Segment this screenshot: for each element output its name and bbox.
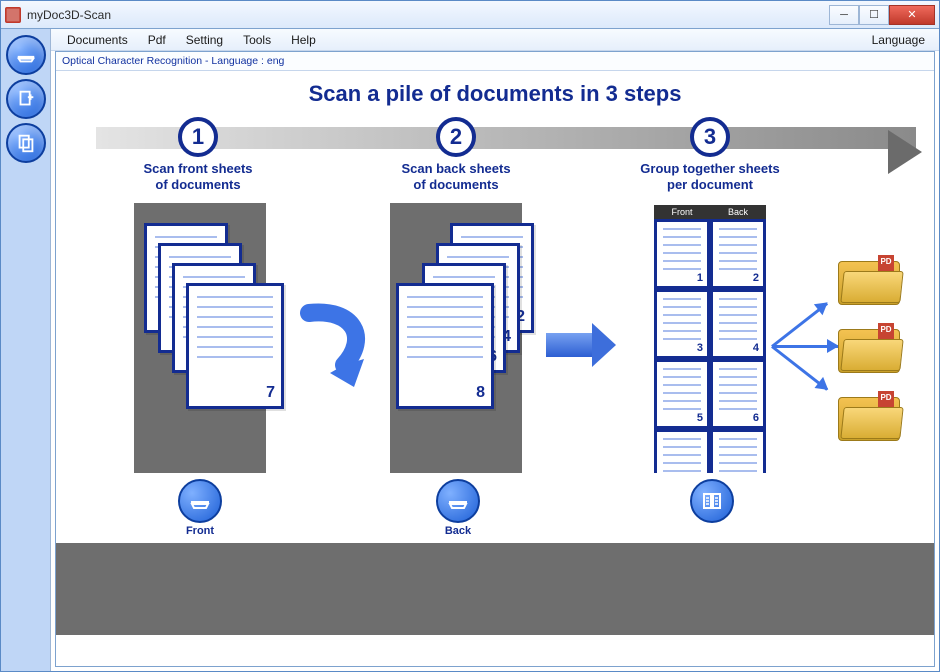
step1-badge: 1 (178, 117, 218, 157)
process-arrow-head (888, 130, 922, 174)
step2-badge: 2 (436, 117, 476, 157)
group-docs-group (690, 479, 734, 523)
menu-help[interactable]: Help (281, 31, 326, 49)
sheet-num: 8 (476, 384, 485, 402)
titlebar: myDoc3D-Scan ─ ☐ ✕ (1, 1, 939, 29)
menu-documents[interactable]: Documents (57, 31, 138, 49)
step2-label-line2: of documents (413, 177, 498, 192)
main-region: Documents Pdf Setting Tools Help Languag… (1, 29, 939, 671)
cell-num: 1 (697, 272, 703, 284)
add-doc-icon[interactable] (6, 79, 46, 119)
minimize-button[interactable]: ─ (829, 5, 859, 25)
app-window: myDoc3D-Scan ─ ☐ ✕ Documents Pdf Setting (0, 0, 940, 672)
output-folders: PD PD PD (838, 255, 900, 459)
scan-back-group: Back (436, 479, 480, 537)
scan-front-group: Front (178, 479, 222, 537)
cell-num: 3 (697, 342, 703, 354)
menu-setting[interactable]: Setting (176, 31, 233, 49)
cell-num: 2 (753, 272, 759, 284)
ocr-status: Optical Character Recognition - Language… (56, 52, 934, 71)
step3-badge: 3 (690, 117, 730, 157)
grouped-header-front: Front (654, 205, 710, 219)
bottom-tray (56, 543, 934, 635)
step1-label-line1: Scan front sheets (143, 161, 252, 176)
step3-label-line2: per document (667, 177, 753, 192)
cell-num: 5 (697, 412, 703, 424)
menu-language[interactable]: Language (862, 31, 933, 49)
step3-label-line1: Group together sheets (640, 161, 779, 176)
scan-front-label: Front (186, 525, 214, 537)
step2-label-line1: Scan back sheets (401, 161, 510, 176)
grouped-header-back: Back (710, 205, 766, 219)
menu-tools[interactable]: Tools (233, 31, 281, 49)
process-arrow (96, 127, 916, 149)
app-title: myDoc3D-Scan (27, 8, 111, 22)
fanout-arrow-icon (772, 345, 838, 348)
folder-icon: PD (838, 323, 900, 373)
fanout-arrow-icon (771, 302, 828, 347)
folder-icon: PD (838, 255, 900, 305)
sheet-num: 7 (266, 384, 275, 402)
folder-icon: PD (838, 391, 900, 441)
scan-front-button[interactable] (178, 479, 222, 523)
workspace: Optical Character Recognition - Language… (55, 51, 935, 667)
cell-num: 6 (753, 412, 759, 424)
scan-icon[interactable] (6, 35, 46, 75)
maximize-button[interactable]: ☐ (859, 5, 889, 25)
cell-num: 4 (753, 342, 759, 354)
window-controls: ─ ☐ ✕ (829, 5, 935, 25)
action-buttons-row: Front Back (56, 473, 934, 543)
step3-label: Group together sheets per document (620, 161, 800, 192)
fanout-arrow-icon (771, 345, 828, 390)
scan-back-button[interactable] (436, 479, 480, 523)
close-button[interactable]: ✕ (889, 5, 935, 25)
canvas: Scan a pile of documents in 3 steps 1 2 … (56, 71, 934, 666)
content: Documents Pdf Setting Tools Help Languag… (51, 29, 939, 671)
flip-arrow-icon (294, 303, 374, 396)
group-docs-button[interactable] (690, 479, 734, 523)
copy-docs-icon[interactable] (6, 123, 46, 163)
sidebar (1, 29, 51, 671)
block-arrow-icon (546, 323, 616, 367)
step2-label: Scan back sheets of documents (366, 161, 546, 192)
step1-label-line2: of documents (155, 177, 240, 192)
menubar: Documents Pdf Setting Tools Help Languag… (51, 29, 939, 51)
scan-back-label: Back (445, 525, 471, 537)
grouped-table: Front Back 1 2 3 4 (654, 205, 766, 473)
app-icon (5, 7, 21, 23)
step1-label: Scan front sheets of documents (108, 161, 288, 192)
menu-pdf[interactable]: Pdf (138, 31, 176, 49)
steps-row: 1 2 3 Scan front sheets of documents Sca… (56, 113, 934, 473)
page-heading: Scan a pile of documents in 3 steps (56, 81, 934, 107)
